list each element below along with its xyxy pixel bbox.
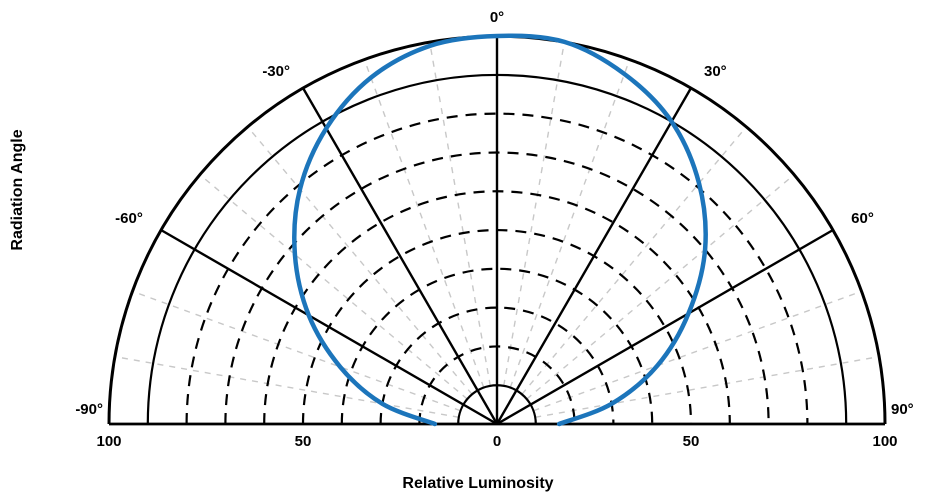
series-radiation-pattern xyxy=(292,33,708,427)
grid-spoke-dashed xyxy=(503,41,566,386)
grid-spoke-solid xyxy=(495,87,693,425)
grid-spoke-dashed xyxy=(535,355,880,418)
grid-spoke-solid xyxy=(301,87,499,425)
grid-spoke-dashed xyxy=(526,174,795,400)
grid-spoke-dashed xyxy=(533,290,862,412)
grid-spoke-dashed xyxy=(509,59,631,388)
grid-spoke-dashed xyxy=(114,355,459,418)
radial-tick-label-50-50: 50 xyxy=(683,433,700,450)
radial-tick-label-0-0: 0 xyxy=(493,433,501,450)
minor-grid-layer xyxy=(114,41,880,418)
radial-tick-label-100--100: 100 xyxy=(96,433,121,450)
grid-spoke-dashed xyxy=(247,126,473,395)
angular-axis-title: Radiation Angle xyxy=(9,129,26,250)
grid-spoke-solid xyxy=(160,228,498,426)
radial-axis-title: Relative Luminosity xyxy=(402,475,553,492)
radial-tick-label-100-100: 100 xyxy=(872,433,897,450)
angle-label-0: 0° xyxy=(490,9,504,26)
angle-label-90: 90° xyxy=(891,401,914,418)
angle-label--60: -60° xyxy=(115,210,143,227)
grid-spoke-dashed xyxy=(363,59,485,388)
grid-spoke-dashed xyxy=(428,41,491,386)
grid-spoke-dashed xyxy=(199,174,468,400)
grid-spoke-dashed xyxy=(132,290,461,412)
labels-layer: 0° -30° 30° -60° 60° -90° 90° 100 50 0 50 100 xyxy=(75,9,913,450)
angle-label-60: 60° xyxy=(851,210,874,227)
series-layer xyxy=(292,33,708,427)
grid-spoke-solid xyxy=(496,228,834,426)
grid-spoke-dashed xyxy=(521,126,747,395)
angle-label-30: 30° xyxy=(704,63,727,80)
spoke-grid-layer xyxy=(109,36,885,426)
grid-ring-80 xyxy=(185,112,809,425)
angle-label--90: -90° xyxy=(75,401,103,418)
angle-label--30: -30° xyxy=(262,63,290,80)
radial-tick-label-50--50: 50 xyxy=(295,433,312,450)
grid-ring-30 xyxy=(379,306,615,425)
